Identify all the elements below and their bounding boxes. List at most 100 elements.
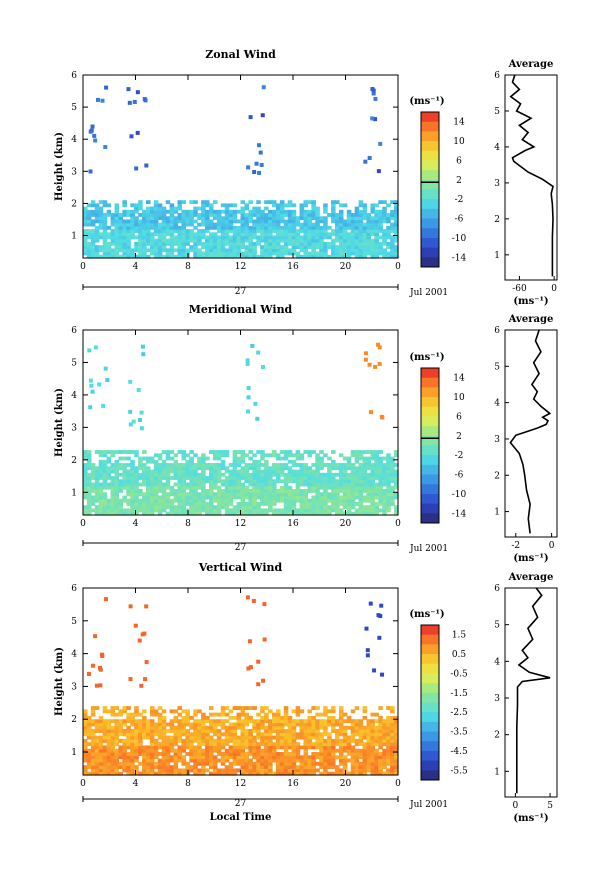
heatmap-cell	[331, 715, 336, 720]
heatmap-cell	[197, 492, 202, 497]
heatmap-cell	[327, 765, 332, 770]
heatmap-cell	[287, 209, 293, 214]
heatmap-cell	[382, 498, 387, 503]
heatmap-cell	[378, 508, 383, 513]
heatmap-cell	[287, 738, 293, 743]
heatmap-cell	[209, 213, 214, 217]
heatmap-cell	[169, 709, 175, 714]
heatmap-cell	[197, 719, 202, 724]
heatmap-cell	[165, 729, 171, 733]
heatmap-cell	[311, 768, 316, 773]
heatmap-cell	[299, 745, 305, 750]
heatmap-cell	[390, 466, 395, 471]
heatmap-cell	[181, 466, 186, 471]
heatmap-cell	[331, 238, 336, 243]
heatmap-cell	[319, 241, 324, 246]
heatmap-cell	[260, 453, 265, 458]
heatmap-cell	[197, 745, 202, 750]
heatmap-cell	[350, 485, 356, 490]
heatmap-cell	[338, 489, 344, 493]
heatmap-cell	[134, 709, 139, 714]
heatmap-cell	[350, 502, 356, 506]
heatmap-cell	[303, 748, 309, 753]
heatmap-cell	[303, 232, 309, 237]
heatmap-cell	[240, 489, 246, 493]
heatmap-cell	[358, 495, 364, 500]
heatmap-cell	[177, 450, 183, 454]
heatmap-cell	[268, 222, 273, 227]
heatmap-cell	[327, 738, 332, 743]
heatmap-cell	[185, 213, 190, 217]
heatmap-cell	[319, 508, 324, 513]
heatmap-cell	[390, 502, 395, 506]
heatmap-cell	[98, 450, 104, 454]
heatmap-cell	[295, 216, 301, 221]
heatmap-cell	[303, 508, 309, 513]
heatmap-cell	[295, 479, 301, 484]
heatmap-cell	[205, 492, 210, 497]
heatmap-cell	[335, 245, 340, 249]
heatmap-cell	[382, 508, 387, 513]
heatmap-cell	[275, 254, 281, 259]
heatmap-cell	[268, 466, 273, 471]
heatmap-cell	[374, 453, 379, 458]
heatmap-cell	[295, 758, 301, 763]
heatmap-cell	[177, 706, 183, 710]
heatmap-cell	[240, 492, 246, 497]
heatmap-cell	[382, 466, 387, 471]
heatmap-cell	[370, 248, 375, 253]
heatmap-cell	[177, 200, 183, 205]
heatmap-cell	[394, 254, 399, 259]
heatmap-cell	[169, 492, 175, 497]
heatmap-cell	[130, 229, 135, 233]
heatmap-cell	[291, 489, 297, 493]
heatmap-cell	[169, 748, 175, 753]
heatmap-cell	[331, 498, 336, 503]
y-tick-label: 3	[71, 167, 77, 177]
heatmap-cell	[272, 502, 277, 506]
heatmap-cell	[275, 719, 281, 724]
heatmap-cell	[106, 450, 112, 454]
heatmap-cell	[244, 229, 249, 233]
heatmap-cell	[98, 254, 104, 259]
heatmap-cell	[268, 722, 273, 727]
heatmap-cell	[275, 729, 281, 733]
heatmap-cell	[319, 476, 324, 480]
heatmap-cell	[236, 511, 242, 516]
heatmap-cell	[197, 495, 202, 500]
heatmap-cell	[98, 492, 104, 497]
heatmap-cell	[134, 248, 139, 253]
heatmap-cell	[90, 742, 96, 747]
heatmap-cell	[220, 472, 226, 477]
heatmap-cell	[197, 771, 202, 776]
heatmap-cell	[157, 469, 163, 474]
heatmap-cell	[335, 482, 340, 487]
heatmap-cell	[260, 479, 265, 484]
heatmap-cell	[193, 765, 198, 770]
heatmap-cell	[232, 722, 238, 727]
heatmap-cell	[90, 508, 96, 513]
heatmap-cell	[153, 745, 159, 750]
heatmap-cell	[177, 725, 183, 730]
heatmap-cell	[323, 235, 328, 240]
heatmap-cell	[307, 219, 312, 224]
heatmap-cell	[244, 238, 249, 243]
heatmap-cell	[165, 216, 171, 221]
heatmap-cell	[90, 771, 96, 776]
heatmap-cell	[232, 219, 238, 224]
heatmap-cell	[212, 738, 218, 743]
x-tick-label: 4	[133, 779, 139, 789]
heatmap-cell	[94, 216, 100, 221]
heatmap-cell	[224, 752, 230, 756]
heatmap-cell	[118, 745, 123, 750]
heatmap-cell	[173, 209, 179, 214]
heatmap-cell	[394, 732, 399, 737]
avg-x-tick-label: 0	[549, 541, 555, 551]
heatmap-cell	[165, 479, 171, 484]
heatmap-cell	[264, 463, 269, 467]
colorbar-tick-label: -3.5	[450, 728, 468, 738]
heatmap-cell	[161, 476, 167, 480]
colorbar-swatch	[421, 368, 439, 379]
heatmap-cell	[83, 229, 88, 233]
heatmap-cell	[169, 238, 175, 243]
